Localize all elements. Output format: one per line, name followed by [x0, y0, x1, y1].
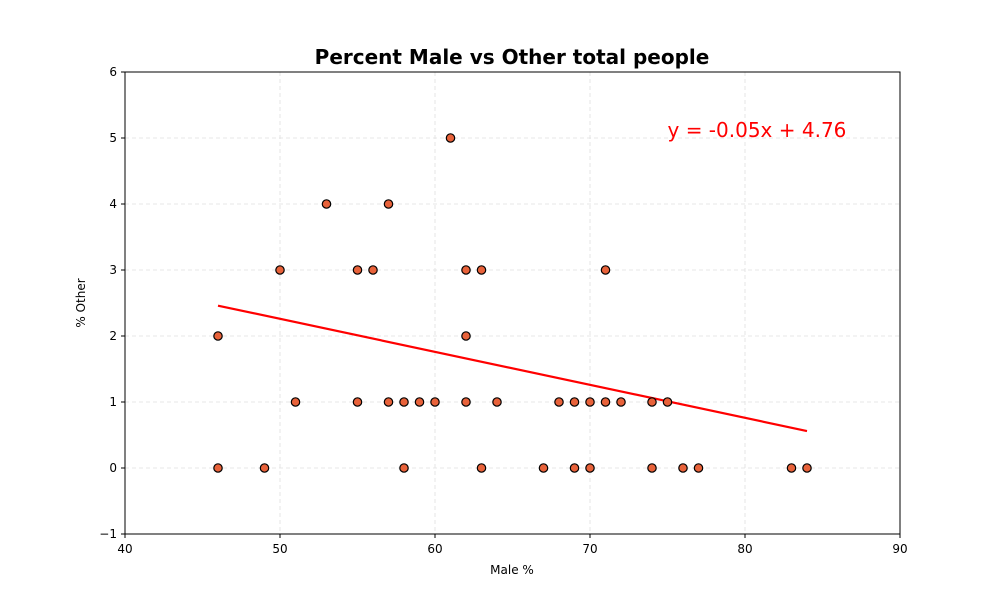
- data-point: [259, 463, 270, 473]
- x-axis-ticks: 40 50 60 70 80 90: [117, 534, 908, 556]
- data-point: [213, 331, 223, 341]
- data-point: [352, 265, 363, 275]
- y-tick-label: 6: [109, 65, 117, 79]
- data-point: [290, 397, 301, 407]
- data-point: [414, 397, 425, 407]
- regression-line: [217, 304, 808, 433]
- data-point: [802, 463, 812, 473]
- data-point: [538, 463, 549, 473]
- data-point: [647, 397, 657, 407]
- data-point: [569, 397, 580, 407]
- data-point: [275, 265, 285, 275]
- data-point: [399, 463, 409, 473]
- data-point: [321, 199, 332, 209]
- data-point: [647, 463, 657, 473]
- x-tick-label: 40: [117, 542, 132, 556]
- data-point: [600, 265, 611, 275]
- data-point: [430, 397, 440, 407]
- x-tick-label: 70: [582, 542, 597, 556]
- data-point: [383, 199, 394, 209]
- y-tick-label: 5: [109, 131, 117, 145]
- data-point: [461, 331, 471, 341]
- data-point: [693, 463, 704, 473]
- x-tick-label: 60: [427, 542, 442, 556]
- y-tick-label: 1: [109, 395, 117, 409]
- data-point: [786, 463, 797, 473]
- chart-title: Percent Male vs Other total people: [315, 45, 710, 69]
- data-point: [476, 265, 487, 275]
- data-point: [476, 463, 487, 473]
- y-tick-label: 2: [109, 329, 117, 343]
- data-point: [461, 265, 471, 275]
- x-axis-label: Male %: [490, 563, 534, 577]
- data-point: [585, 463, 595, 473]
- regression-equation: y = -0.05x + 4.76: [668, 118, 847, 142]
- data-point: [678, 463, 688, 473]
- x-tick-label: 80: [737, 542, 752, 556]
- plot-frame: [124, 71, 901, 535]
- x-tick-label: 90: [892, 542, 907, 556]
- data-point: [445, 133, 456, 143]
- y-axis-ticks: −1 0 1 2 3 4 5 6: [99, 65, 125, 541]
- y-tick-label: −1: [99, 527, 117, 541]
- y-tick-label: 0: [109, 461, 117, 475]
- data-point: [492, 397, 502, 407]
- x-tick-label: 50: [272, 542, 287, 556]
- data-point: [662, 397, 673, 407]
- data-point: [399, 397, 409, 407]
- data-points: [213, 133, 812, 473]
- y-tick-label: 4: [109, 197, 117, 211]
- data-point: [352, 397, 363, 407]
- y-tick-label: 3: [109, 263, 117, 277]
- data-point: [461, 397, 471, 407]
- y-axis-label: % Other: [74, 278, 88, 327]
- data-point: [616, 397, 626, 407]
- data-point: [585, 397, 595, 407]
- data-point: [569, 463, 580, 473]
- data-point: [554, 397, 564, 407]
- data-point: [600, 397, 611, 407]
- data-point: [213, 463, 223, 473]
- data-point: [368, 265, 378, 275]
- data-point: [383, 397, 394, 407]
